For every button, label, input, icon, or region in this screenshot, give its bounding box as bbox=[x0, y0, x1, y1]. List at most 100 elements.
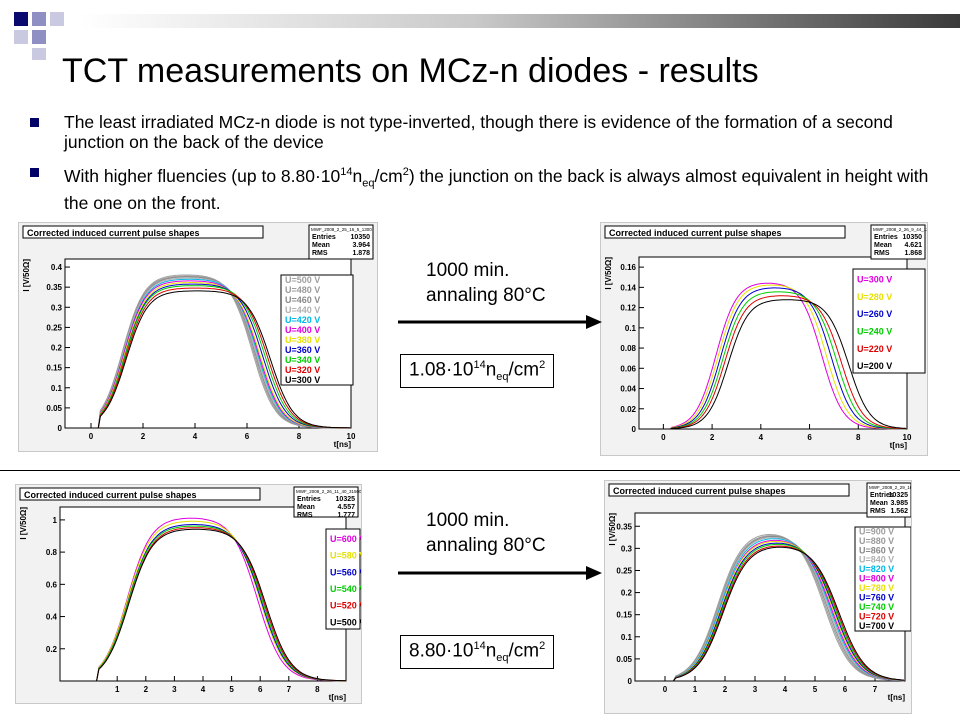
legend-entry: U=460 V bbox=[285, 295, 320, 305]
y-tick-label: 0.25 bbox=[616, 566, 632, 575]
legend-entry: U=780 V bbox=[859, 583, 894, 593]
y-tick-label: 0.4 bbox=[46, 613, 58, 622]
y-tick-label: 0.05 bbox=[616, 655, 632, 664]
x-axis-label: t[ns] bbox=[888, 693, 906, 702]
x-tick-label: 4 bbox=[193, 432, 198, 441]
legend-entry: U=860 V bbox=[859, 545, 894, 555]
stats-value: 3.964 bbox=[352, 242, 370, 249]
legend-entry: U=580 V bbox=[330, 551, 361, 561]
y-tick-label: 0.12 bbox=[620, 304, 636, 313]
pulse-plot-bottom-left: Corrected induced current pulse shapes MW… bbox=[15, 484, 362, 704]
chart-title: Corrected induced current pulse shapes bbox=[609, 228, 782, 238]
legend-entry: U=700 V bbox=[859, 621, 894, 631]
x-tick-label: 7 bbox=[287, 685, 292, 694]
x-tick-label: 7 bbox=[873, 685, 878, 694]
legend-entry: U=380 V bbox=[285, 335, 320, 345]
legend-entry: U=560 V bbox=[330, 567, 361, 577]
x-tick-label: 10 bbox=[347, 432, 356, 441]
stats-label: Entries bbox=[874, 234, 898, 241]
legend-entry: U=480 V bbox=[285, 285, 320, 295]
legend-entry: U=300 V bbox=[857, 275, 892, 285]
series-line bbox=[639, 284, 906, 430]
legend-entry: U=200 V bbox=[857, 361, 892, 371]
legend-box bbox=[325, 528, 361, 630]
bullet-square-icon bbox=[30, 168, 39, 177]
title-box bbox=[604, 225, 846, 239]
legend-entry: U=760 V bbox=[859, 593, 894, 603]
pulse-plot-top-left: Corrected induced current pulse shapes MW… bbox=[18, 222, 378, 452]
y-tick-label: 0.2 bbox=[46, 645, 58, 654]
legend-entry: U=440 V bbox=[285, 305, 320, 315]
x-axis-label: t[ns] bbox=[334, 440, 352, 449]
x-tick-label: 4 bbox=[201, 685, 206, 694]
x-tick-label: 10 bbox=[903, 433, 912, 442]
legend-entry: U=520 V bbox=[330, 601, 361, 611]
series-line bbox=[639, 299, 907, 430]
x-axis-label: t[ns] bbox=[329, 693, 347, 702]
legend-entry: U=500 V bbox=[285, 275, 320, 285]
bullet-square-icon bbox=[30, 118, 39, 127]
legend-entry: U=900 V bbox=[859, 526, 894, 536]
title-box bbox=[608, 483, 850, 497]
y-tick-label: 1 bbox=[53, 516, 58, 525]
legend-entry: U=540 V bbox=[330, 584, 361, 594]
bullet-item: The least irradiated MCz-n diode is not … bbox=[30, 112, 930, 152]
legend-entry: U=400 V bbox=[285, 325, 320, 335]
y-tick-label: 0.04 bbox=[620, 385, 636, 394]
y-tick-label: 0.1 bbox=[625, 324, 637, 333]
stats-value: 1.878 bbox=[352, 250, 370, 257]
y-tick-label: 0.2 bbox=[621, 589, 633, 598]
series-line bbox=[639, 295, 907, 430]
annealing-temp: annaling 80°C bbox=[426, 535, 546, 556]
stats-label: RMS bbox=[297, 512, 313, 519]
chart-svg: Corrected induced current pulse shapes MW… bbox=[604, 224, 927, 450]
y-tick-label: 0.05 bbox=[46, 404, 62, 413]
series-line bbox=[639, 291, 906, 430]
stats-value: 10325 bbox=[336, 496, 356, 503]
legend-entry: U=500 V bbox=[330, 617, 361, 627]
title-box bbox=[22, 225, 264, 239]
y-tick-label: 0.16 bbox=[620, 263, 636, 272]
x-tick-label: 6 bbox=[807, 433, 812, 442]
series-line bbox=[639, 282, 906, 430]
plot-frame bbox=[59, 506, 347, 682]
slide-title: TCT measurements on MCz-n diodes - resul… bbox=[62, 52, 759, 90]
stats-box bbox=[308, 224, 374, 260]
legend-entry: U=800 V bbox=[859, 574, 894, 584]
stats-label: RMS bbox=[870, 508, 886, 515]
legend-entry: U=280 V bbox=[857, 292, 892, 302]
y-tick-label: 0.35 bbox=[616, 522, 632, 531]
legend-entry: U=320 V bbox=[285, 365, 320, 375]
y-tick-label: 0.14 bbox=[620, 283, 636, 292]
bullet-item: With higher fluencies (up to 8.80·1014ne… bbox=[30, 162, 930, 213]
y-tick-label: 0.2 bbox=[51, 344, 63, 353]
x-tick-label: 8 bbox=[315, 685, 320, 694]
stats-name: MWF_2008_2_25_16_5_1300 bbox=[311, 227, 372, 232]
y-tick-label: 0 bbox=[632, 425, 637, 434]
x-tick-label: 8 bbox=[856, 433, 861, 442]
stats-value: 4.557 bbox=[337, 504, 355, 511]
legend-box bbox=[852, 268, 926, 374]
legend-entry: U=240 V bbox=[857, 327, 892, 337]
annealing-time: 1000 min. bbox=[426, 260, 510, 281]
x-tick-label: 0 bbox=[89, 432, 94, 441]
x-tick-label: 1 bbox=[693, 685, 698, 694]
stats-value: 10350 bbox=[903, 234, 923, 241]
stats-value: 10350 bbox=[351, 234, 371, 241]
series-line bbox=[639, 287, 907, 430]
legend-entry: U=720 V bbox=[859, 611, 894, 621]
series-line bbox=[635, 546, 904, 682]
x-axis-label: t[ns] bbox=[890, 441, 908, 450]
deco-square-mid bbox=[32, 30, 46, 44]
stats-value: 1.777 bbox=[337, 512, 355, 519]
stats-value: 1.868 bbox=[904, 250, 922, 257]
y-axis-label: I [V/50Ω] bbox=[22, 259, 31, 292]
stats-label: Mean bbox=[297, 504, 315, 511]
x-tick-label: 4 bbox=[759, 433, 764, 442]
series-line bbox=[60, 525, 346, 682]
stats-value: 1.562 bbox=[890, 508, 908, 515]
arrow-right-icon bbox=[398, 315, 602, 329]
annealing-temp: annaling 80°C bbox=[426, 285, 546, 306]
series-line bbox=[65, 290, 350, 429]
bullet-text: The least irradiated MCz-n diode is not … bbox=[64, 112, 893, 152]
